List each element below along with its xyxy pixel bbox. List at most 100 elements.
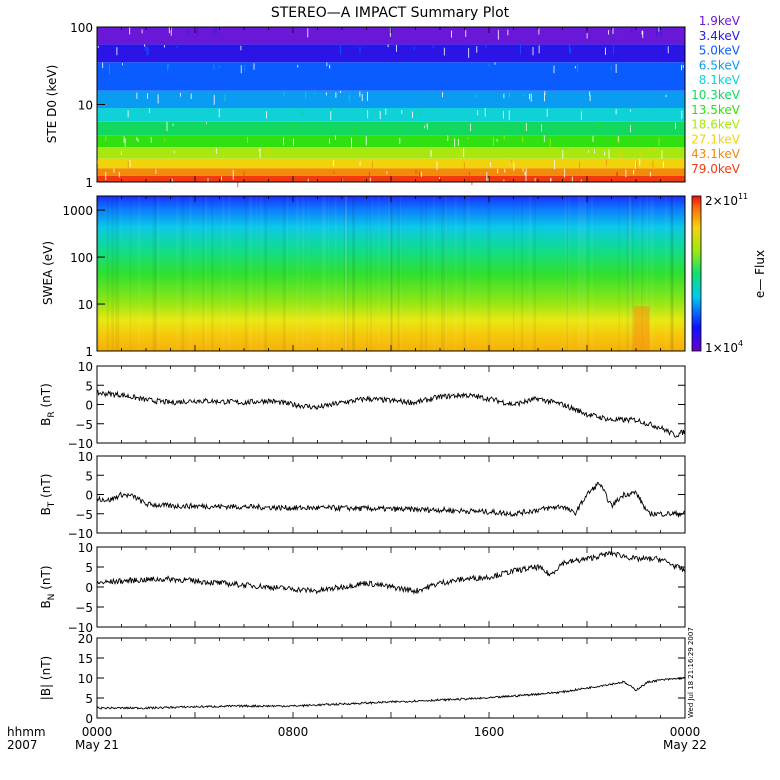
ste-noise-streak <box>109 64 110 75</box>
bmag-y-label: |B| (nT) <box>39 656 53 700</box>
ste-noise-streak <box>576 124 578 134</box>
ste-noise-streak <box>513 162 515 171</box>
swea-streak <box>390 196 393 351</box>
ste-noise-streak <box>538 28 540 35</box>
bt-y-label: BT (nT) <box>39 474 57 516</box>
ste-noise-streak <box>639 149 641 157</box>
generation-timestamp: Wed Jul 18 21:16:29 2007 <box>687 627 695 718</box>
ste-noise-streak <box>424 125 425 129</box>
colorbar-title: e— Flux <box>753 250 767 298</box>
bt-y-tick-label: −10 <box>68 527 93 541</box>
ste-noise-streak <box>218 108 220 118</box>
ste-noise-streak <box>451 30 452 38</box>
swea-streak <box>366 196 368 351</box>
swea-streak <box>264 196 268 351</box>
ste-noise-streak <box>221 176 222 181</box>
ste-noise-streak <box>661 150 663 159</box>
ste-noise-streak <box>244 64 246 72</box>
colorbar <box>691 195 702 352</box>
ste-noise-streak <box>589 91 591 96</box>
ste-noise-streak <box>477 110 479 116</box>
ste-noise-streak <box>525 168 527 173</box>
ste-noise-streak <box>283 137 284 145</box>
ste-noise-streak <box>442 92 443 98</box>
ste-noise-streak <box>168 64 170 68</box>
ste-noise-streak <box>213 28 215 36</box>
bt-panel-frame <box>96 455 686 534</box>
ste-noise-streak <box>443 47 445 56</box>
bn-y-tick-label: 10 <box>78 541 93 555</box>
br-y-tick-label: −10 <box>68 437 93 451</box>
ste-noise-streak <box>532 124 534 129</box>
swea-streak <box>467 196 470 351</box>
ste-noise-streak <box>471 175 473 186</box>
energy-legend-item: 27.1keV <box>691 132 741 146</box>
ste-noise-streak <box>580 179 582 187</box>
ste-noise-streak <box>387 44 389 48</box>
swea-streak <box>444 196 447 351</box>
ste-band-3.4keV <box>97 44 685 63</box>
ste-noise-streak <box>447 135 449 141</box>
ste-noise-streak <box>522 136 524 143</box>
swea-streak <box>154 196 157 351</box>
swea-streak <box>117 196 120 351</box>
swea-streak <box>370 196 373 351</box>
ste-noise-streak <box>168 27 170 34</box>
ste-noise-streak <box>170 27 172 36</box>
ste-noise-streak <box>386 171 388 175</box>
ste-noise-streak <box>675 122 676 129</box>
ste-noise-streak <box>124 138 126 148</box>
swea-streak <box>487 196 490 351</box>
energy-legend-item: 5.0keV <box>699 44 741 58</box>
swea-streak <box>529 196 531 351</box>
ste-energy-bands <box>97 27 685 189</box>
swea-streak <box>387 196 391 351</box>
ste-noise-streak <box>543 135 545 142</box>
panel-br: −10 −5 0 5 10 BR (nT) <box>39 360 686 451</box>
ste-noise-streak <box>616 172 618 182</box>
ste-noise-streak <box>541 124 542 132</box>
colorbar-max-exp: 11 <box>738 192 748 201</box>
ste-band-43.1keV <box>97 168 685 176</box>
ste-noise-streak <box>137 138 139 142</box>
ste-noise-streak <box>642 30 644 39</box>
ste-noise-streak <box>147 47 149 55</box>
ste-band-6.5keV <box>97 90 685 109</box>
ste-noise-streak <box>297 64 299 68</box>
energy-legend-item: 6.5keV <box>699 58 741 72</box>
ste-noise-streak <box>342 179 344 189</box>
ste-noise-streak <box>639 159 641 166</box>
swea-streak <box>577 196 581 351</box>
swea-streak <box>579 196 581 351</box>
ste-noise-streak <box>173 150 175 154</box>
ste-noise-streak <box>127 161 129 170</box>
swea-y-tick-label: 100 <box>70 251 93 265</box>
swea-streak <box>255 196 257 351</box>
ste-band-8.1keV <box>97 108 685 122</box>
hhmm-label: hhmm <box>7 725 46 739</box>
swea-streak <box>399 196 402 351</box>
swea-streak <box>157 196 160 351</box>
ste-noise-streak <box>580 111 582 120</box>
ste-noise-streak <box>507 29 509 36</box>
ste-noise-streak <box>524 94 525 97</box>
ste-noise-streak <box>682 64 684 69</box>
swea-streak <box>176 196 179 351</box>
ste-noise-streak <box>351 138 352 149</box>
ste-noise-streak <box>372 161 373 168</box>
ste-noise-streak <box>340 90 341 93</box>
swea-y-axis: 1 10 100 1000 <box>62 204 105 359</box>
ste-noise-streak <box>468 172 470 176</box>
ste-noise-streak <box>190 93 192 99</box>
ste-noise-streak <box>641 30 643 35</box>
ste-noise-streak <box>530 93 532 102</box>
colorbar-max-label: 2×1011 <box>705 192 748 208</box>
ste-noise-streak <box>105 172 107 181</box>
swea-streak <box>463 196 466 351</box>
swea-heatmap <box>97 196 685 351</box>
ste-noise-streak <box>215 27 217 34</box>
ste-noise-streak <box>253 63 255 70</box>
swea-streak <box>590 196 593 351</box>
ste-noise-streak <box>604 151 606 156</box>
